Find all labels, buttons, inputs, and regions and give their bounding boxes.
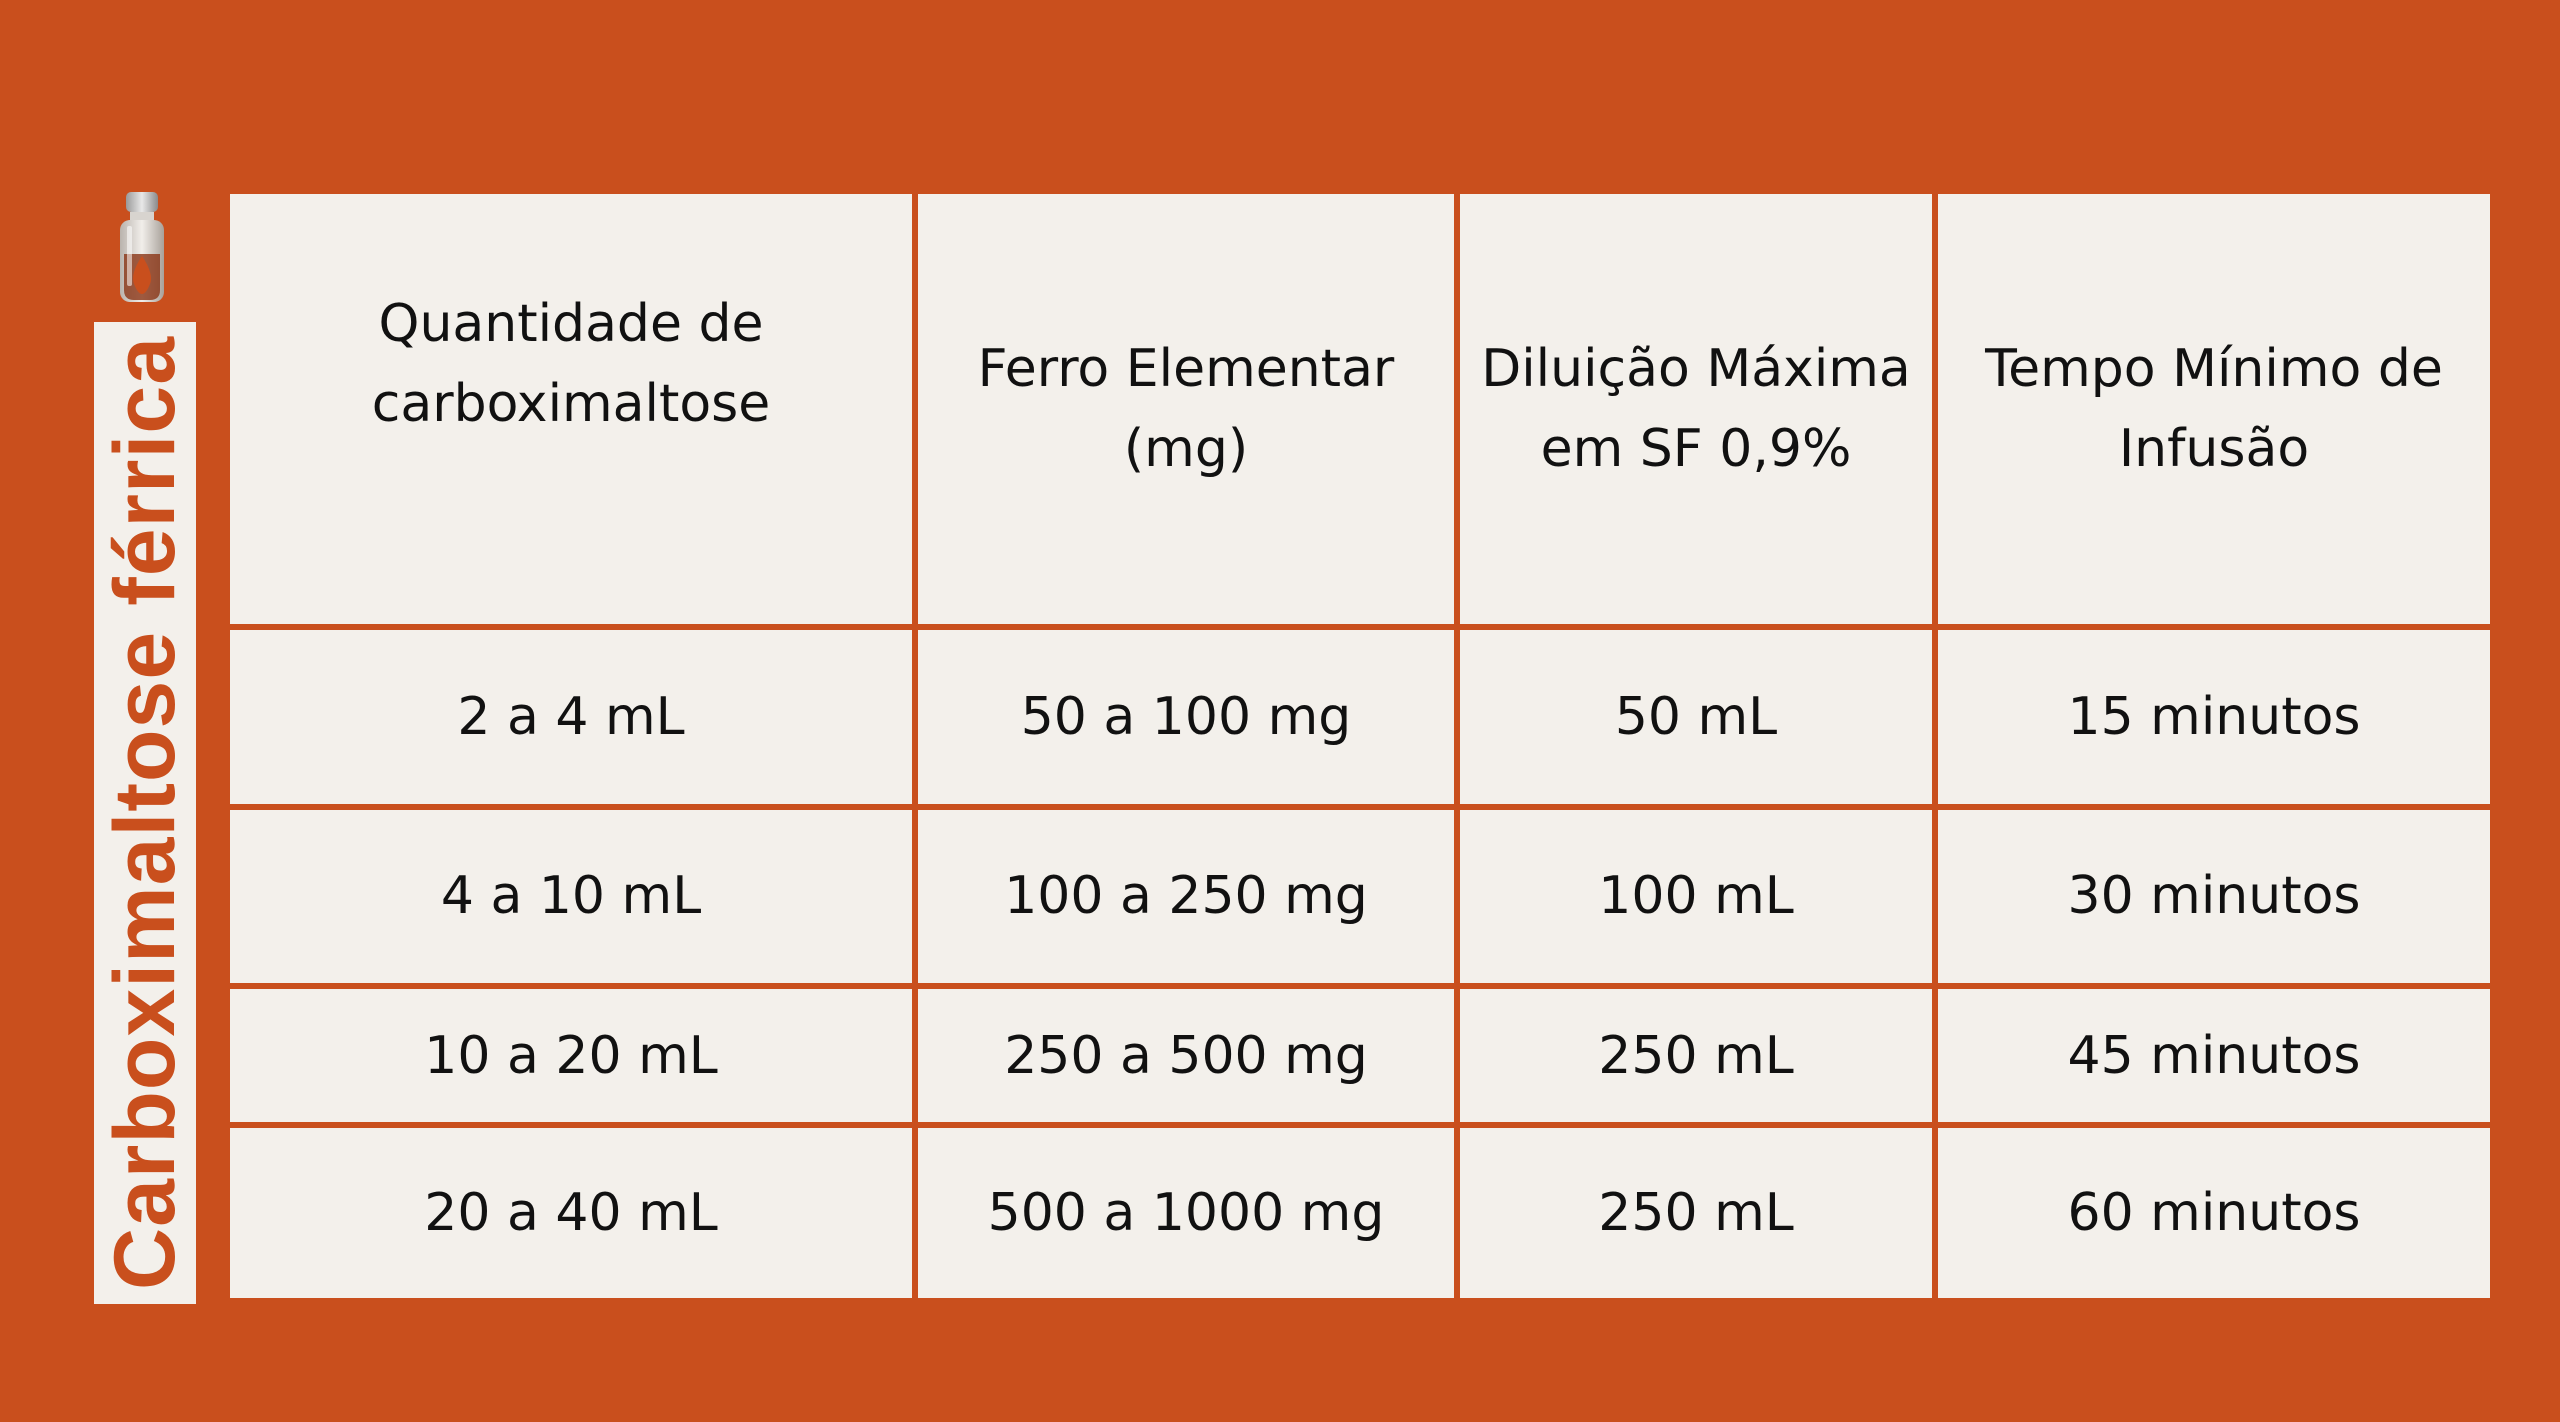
table-row: 20 a 40 mL 500 a 1000 mg 250 mL 60 minut…: [230, 1128, 2490, 1298]
cell-diluicao: 250 mL: [1460, 1128, 1932, 1298]
dosage-table-grid: Quantidade de carboximaltose Ferro Eleme…: [224, 188, 2496, 1304]
cell-tempo: 60 minutos: [1938, 1128, 2490, 1298]
cell-ferro: 100 a 250 mg: [918, 809, 1454, 984]
cell-diluicao: 250 mL: [1460, 989, 1932, 1123]
side-title-band: Carboximaltose férrica: [94, 322, 196, 1304]
cell-ferro: 50 a 100 mg: [918, 630, 1454, 804]
vial-icon: [120, 192, 164, 302]
cell-diluicao: 100 mL: [1460, 809, 1932, 984]
dosage-table: Quantidade de carboximaltose Ferro Eleme…: [230, 194, 2490, 1298]
cell-ferro: 500 a 1000 mg: [918, 1128, 1454, 1298]
cell-quantidade: 20 a 40 mL: [230, 1128, 912, 1298]
header-ferro-elementar: Ferro Elementar (mg): [918, 194, 1454, 624]
table-header-row: Quantidade de carboximaltose Ferro Eleme…: [230, 194, 2490, 624]
cell-quantidade: 4 a 10 mL: [230, 809, 912, 984]
cell-diluicao: 50 mL: [1460, 630, 1932, 804]
cell-tempo: 45 minutos: [1938, 989, 2490, 1123]
cell-quantidade: 10 a 20 mL: [230, 989, 912, 1123]
header-diluicao-maxima: Diluição Máxima em SF 0,9%: [1460, 194, 1932, 624]
cell-ferro: 250 a 500 mg: [918, 989, 1454, 1123]
table-row: 2 a 4 mL 50 a 100 mg 50 mL 15 minutos: [230, 630, 2490, 804]
table-row: 4 a 10 mL 100 a 250 mg 100 mL 30 minutos: [230, 809, 2490, 984]
cell-tempo: 15 minutos: [1938, 630, 2490, 804]
header-quantidade: Quantidade de carboximaltose: [230, 194, 912, 624]
side-title: Carboximaltose férrica: [97, 335, 193, 1291]
table-row: 10 a 20 mL 250 a 500 mg 250 mL 45 minuto…: [230, 989, 2490, 1123]
cell-quantidade: 2 a 4 mL: [230, 630, 912, 804]
cell-tempo: 30 minutos: [1938, 809, 2490, 984]
header-tempo-minimo: Tempo Mínimo de Infusão: [1938, 194, 2490, 624]
